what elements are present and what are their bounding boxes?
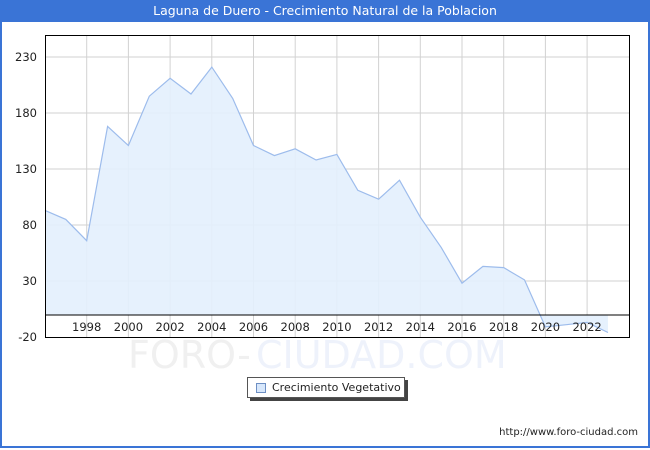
x-tick-label: 2006 [239,320,268,334]
legend: Crecimiento Vegetativo [247,377,405,398]
footer-url[interactable]: http://www.foro-ciudad.com [499,427,638,438]
plot-border [45,35,630,338]
y-tick-label: -20 [18,330,37,344]
y-tick-label: 180 [15,106,37,120]
y-axis-labels: 230 180 130 80 30 -20 [15,50,37,344]
area-fill [45,67,608,333]
x-tick-label: 2004 [197,320,226,334]
x-tick-label: 1998 [72,320,101,334]
watermark-part2: CIUDAD.COM [256,333,507,377]
x-tick-label: 2012 [364,320,393,334]
x-tick-label: 2002 [155,320,184,334]
legend-label: Crecimiento Vegetativo [272,381,401,394]
x-tick-label: 2018 [489,320,518,334]
y-tick-label: 30 [22,274,37,288]
x-tick-label: 2020 [531,320,560,334]
x-tick-label: 2014 [406,320,435,334]
watermark-part1: FORO- [128,333,251,377]
series-line [44,66,609,334]
x-tick-label: 2000 [114,320,143,334]
y-tick-label: 230 [15,50,37,64]
chart-title: Laguna de Duero - Crecimiento Natural de… [153,3,497,18]
x-axis-labels: 1998 2000 2002 2004 2006 2008 2010 2012 2014 2016… [72,320,602,334]
watermark: FORO- CIUDAD.COM [128,333,507,377]
x-tick-label: 2016 [447,320,476,334]
x-tick-label: 2010 [322,320,351,334]
x-tick-label: 2008 [281,320,310,334]
legend-swatch-icon [256,383,266,393]
area-series [44,66,609,334]
y-tick-label: 80 [22,218,37,232]
y-tick-label: 130 [15,162,37,176]
chart-title-bar: Laguna de Duero - Crecimiento Natural de… [0,0,650,22]
x-tick-label: 2022 [572,320,601,334]
